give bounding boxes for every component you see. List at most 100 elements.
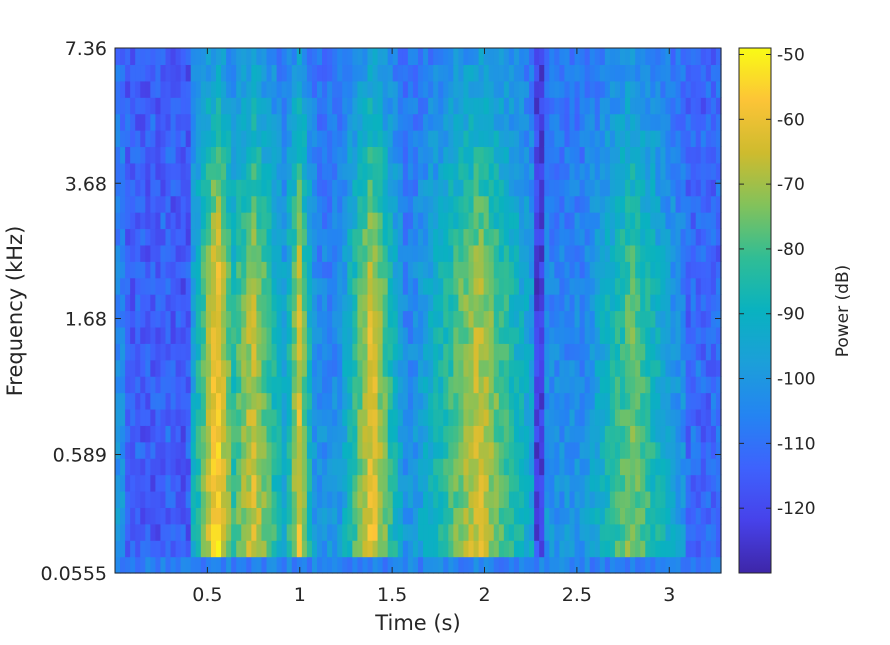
heatmap-cell xyxy=(630,540,636,558)
heatmap-cell xyxy=(609,212,616,230)
heatmap-cell xyxy=(327,458,333,476)
heatmap-cell xyxy=(352,556,358,574)
heatmap-cell xyxy=(317,458,323,476)
heatmap-cell xyxy=(508,540,515,558)
heatmap-cell xyxy=(311,294,318,312)
heatmap-cell xyxy=(468,80,475,98)
heatmap-cell xyxy=(357,441,364,459)
heatmap-cell xyxy=(640,556,646,574)
heatmap-cell xyxy=(640,277,646,295)
heatmap-cell xyxy=(256,556,263,574)
heatmap-cell xyxy=(160,392,167,410)
heatmap-cell xyxy=(670,97,677,115)
heatmap-cell xyxy=(125,507,131,525)
heatmap-cell xyxy=(281,113,288,131)
heatmap-cell xyxy=(241,195,247,213)
heatmap-cell xyxy=(594,359,601,377)
heatmap-cell xyxy=(574,425,581,443)
heatmap-cell xyxy=(407,408,414,426)
heatmap-cell xyxy=(463,146,470,164)
heatmap-cell xyxy=(120,556,126,574)
heatmap-cell xyxy=(488,113,495,131)
heatmap-cell xyxy=(635,523,641,541)
heatmap-cell xyxy=(145,179,151,197)
heatmap-cell xyxy=(342,408,348,426)
heatmap-cell xyxy=(594,80,601,98)
heatmap-cell xyxy=(604,326,611,344)
heatmap-cell xyxy=(539,48,545,66)
heatmap-cell xyxy=(195,392,202,410)
heatmap-cell xyxy=(433,458,439,476)
heatmap-cell xyxy=(614,490,621,508)
heatmap-cell xyxy=(433,310,439,328)
heatmap-cell xyxy=(594,146,601,164)
heatmap-cell xyxy=(140,376,146,394)
heatmap-cell xyxy=(130,146,136,164)
heatmap-cell xyxy=(433,162,439,180)
heatmap-cell xyxy=(130,310,136,328)
heatmap-cell xyxy=(715,261,722,279)
heatmap-cell xyxy=(564,490,571,508)
heatmap-cell xyxy=(382,425,389,443)
heatmap-cell xyxy=(362,195,369,213)
heatmap-cell xyxy=(216,540,222,558)
heatmap-cell xyxy=(614,376,621,394)
heatmap-cell xyxy=(291,523,298,541)
heatmap-cell xyxy=(448,326,454,344)
heatmap-cell xyxy=(680,261,687,279)
heatmap-cell xyxy=(372,343,379,361)
heatmap-cell xyxy=(524,64,530,82)
heatmap-cell xyxy=(180,425,187,443)
heatmap-cell xyxy=(665,195,672,213)
heatmap-cell xyxy=(327,97,333,115)
heatmap-cell xyxy=(609,113,616,131)
heatmap-cell xyxy=(387,556,394,574)
heatmap-cell xyxy=(377,556,384,574)
heatmap-cell xyxy=(205,326,212,344)
heatmap-cell xyxy=(645,97,651,115)
heatmap-cell xyxy=(700,130,707,148)
heatmap-cell xyxy=(120,458,126,476)
heatmap-cell xyxy=(433,294,439,312)
heatmap-cell xyxy=(377,359,384,377)
heatmap-cell xyxy=(519,244,525,262)
heatmap-cell xyxy=(640,80,646,98)
heatmap-cell xyxy=(367,376,374,394)
heatmap-cell xyxy=(599,228,606,246)
colorbar-ticks: -50-60-70-80-90-100-110-120 xyxy=(739,45,816,519)
heatmap-cell xyxy=(564,113,571,131)
heatmap-cell xyxy=(347,310,353,328)
heatmap-cell xyxy=(524,113,530,131)
heatmap-cell xyxy=(332,179,338,197)
heatmap-cell xyxy=(584,80,591,98)
heatmap-cell xyxy=(135,179,141,197)
heatmap-cell xyxy=(372,277,379,295)
heatmap-cell xyxy=(685,376,692,394)
heatmap-cell xyxy=(205,441,212,459)
heatmap-cell xyxy=(402,261,409,279)
heatmap-cell xyxy=(609,261,616,279)
heatmap-cell xyxy=(200,507,207,525)
heatmap-cell xyxy=(645,212,651,230)
heatmap-cell xyxy=(635,490,641,508)
heatmap-cell xyxy=(640,48,646,66)
heatmap-cell xyxy=(655,130,661,148)
heatmap-cell xyxy=(614,48,621,66)
heatmap-cell xyxy=(155,228,162,246)
heatmap-cell xyxy=(503,490,510,508)
heatmap-cell xyxy=(539,244,545,262)
heatmap-cell xyxy=(271,195,278,213)
colorbar-tick-label: -70 xyxy=(777,175,805,195)
heatmap-cell xyxy=(599,540,606,558)
heatmap-cell xyxy=(266,228,273,246)
heatmap-cell xyxy=(468,540,475,558)
heatmap-cell xyxy=(205,146,212,164)
heatmap-cell xyxy=(458,64,465,82)
heatmap-cell xyxy=(529,162,535,180)
heatmap-cell xyxy=(539,130,545,148)
heatmap-cell xyxy=(155,179,162,197)
heatmap-cell xyxy=(216,392,222,410)
heatmap-cell xyxy=(665,425,672,443)
heatmap-cell xyxy=(645,523,651,541)
heatmap-cell xyxy=(493,277,500,295)
